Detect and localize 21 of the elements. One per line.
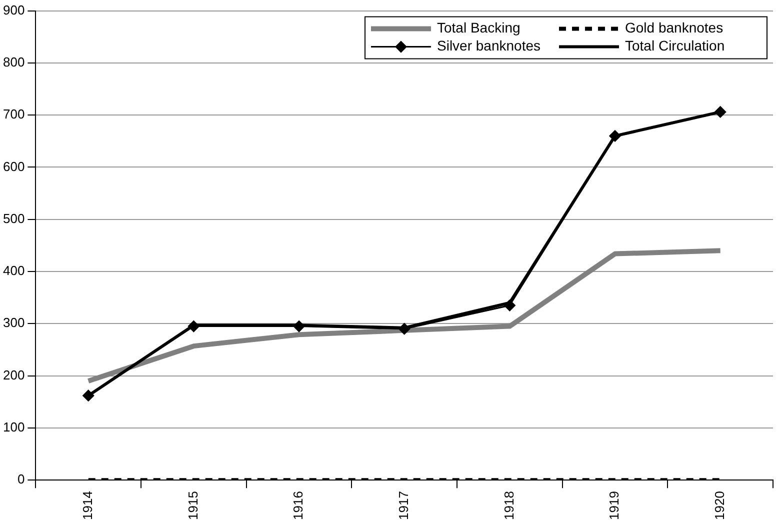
y-tick-label: 700: [2, 106, 25, 122]
legend-label: Total Circulation: [625, 38, 725, 54]
x-tick-label: 1916: [290, 491, 306, 520]
x-tick-label: 1915: [185, 491, 200, 520]
y-tick-label: 0: [17, 472, 25, 487]
x-tick-label: 1919: [606, 491, 622, 520]
x-tick-label: 1918: [501, 491, 516, 520]
legend-label: Total Backing: [437, 20, 520, 36]
y-tick-label: 500: [2, 210, 25, 226]
x-tick-label: 1920: [712, 491, 727, 520]
y-tick-label: 900: [2, 2, 25, 18]
y-tick-label: 100: [2, 420, 25, 435]
y-tick-label: 200: [2, 367, 25, 382]
legend-label: Gold banknotes: [625, 20, 724, 36]
x-tick-label: 1914: [80, 491, 95, 520]
y-tick-label: 400: [2, 263, 25, 278]
x-tick-label: 1917: [396, 491, 411, 520]
y-tick-label: 800: [2, 54, 25, 70]
legend-label: Silver banknotes: [437, 38, 541, 54]
y-tick-label: 600: [2, 158, 25, 174]
y-tick-label: 300: [2, 315, 25, 330]
